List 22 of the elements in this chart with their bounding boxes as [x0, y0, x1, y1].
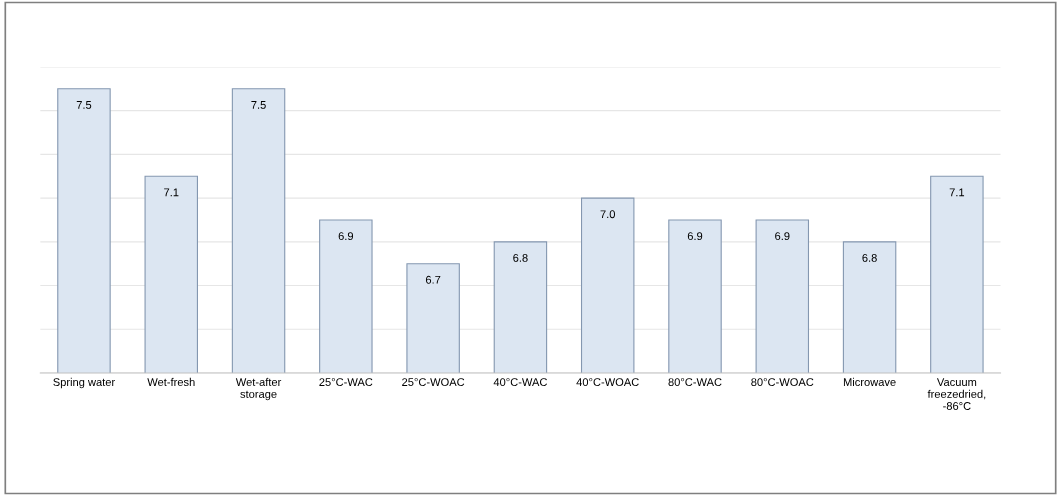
data-label: 6.9 — [338, 232, 354, 240]
data-label: 7.5 — [251, 101, 266, 109]
data-label: 7.1 — [164, 188, 179, 197]
x-tick-label: 80°C-WOAC — [751, 378, 814, 387]
data-label: 6.8 — [862, 253, 877, 262]
data-label: 6.9 — [775, 232, 790, 240]
data-label: 6.9 — [687, 232, 703, 240]
data-label: 6.7 — [425, 275, 441, 284]
data-label: 7.5 — [76, 101, 92, 109]
x-tick-label: Wet-fresh — [147, 377, 195, 387]
x-tick-label: Vacuum freezedried, -86°C — [927, 378, 986, 410]
x-tick-label: Microwave — [843, 377, 896, 387]
x-tick-label: 40°C-WAC — [493, 378, 548, 387]
x-tick-label: Wet-after storage — [235, 377, 282, 401]
x-tick-label: 80°C-WAC — [668, 378, 722, 387]
x-tick-label: 25°C-WAC — [319, 378, 373, 387]
data-label: 7.0 — [600, 210, 615, 219]
x-tick-label: 40°C-WOAC — [576, 378, 639, 387]
x-tick-label: 25°C-WOAC — [402, 378, 465, 387]
data-label: 6.8 — [513, 253, 528, 262]
x-tick-label: Spring water — [53, 377, 115, 389]
data-label: 7.1 — [949, 188, 965, 197]
